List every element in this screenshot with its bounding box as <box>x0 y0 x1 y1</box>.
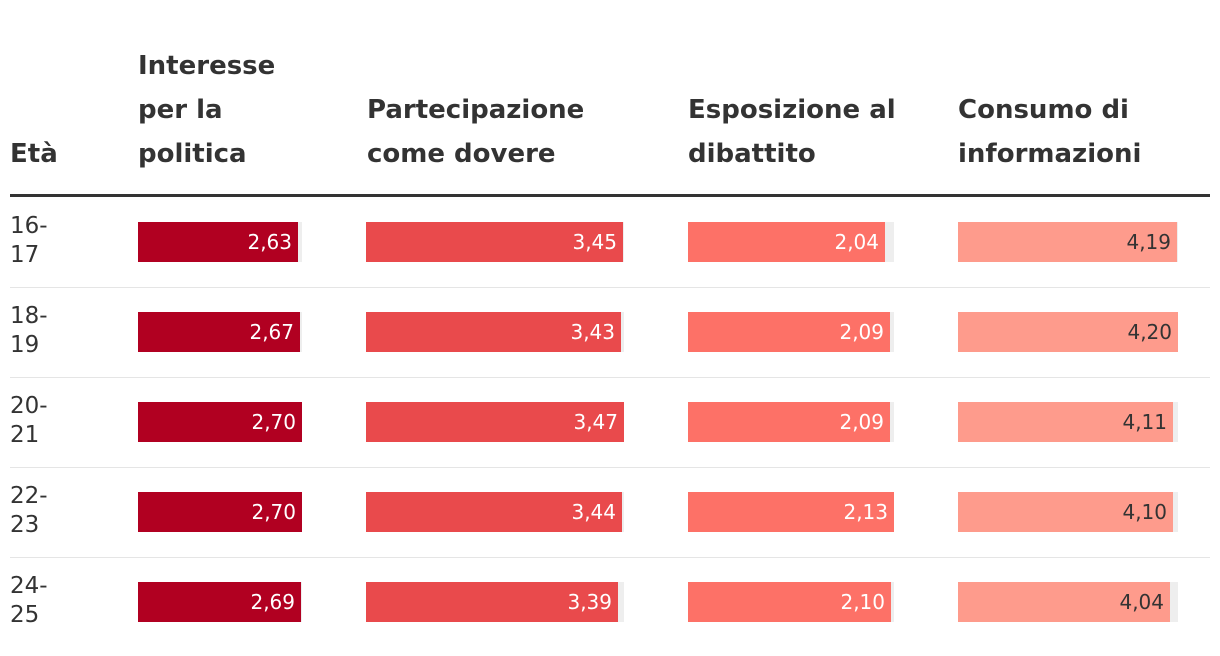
bar-track: 2,13 <box>688 492 894 532</box>
bar-value-label: 2,69 <box>250 590 295 614</box>
bar-track: 3,47 <box>366 402 624 442</box>
bar: 3,47 <box>366 402 624 442</box>
bar-value-label: 2,09 <box>839 320 884 344</box>
bar-value-label: 2,10 <box>840 590 885 614</box>
bar-track: 2,09 <box>688 312 894 352</box>
bar-value-label: 2,04 <box>834 230 879 254</box>
bar-track: 2,10 <box>688 582 894 622</box>
bar-value-label: 4,11 <box>1122 410 1167 434</box>
bar-value-label: 2,67 <box>249 320 294 344</box>
bar-track: 2,70 <box>138 492 302 532</box>
bar-value-label: 3,44 <box>571 500 616 524</box>
bar-track: 2,09 <box>688 402 894 442</box>
bar-value-label: 2,70 <box>251 500 296 524</box>
bar: 2,10 <box>688 582 891 622</box>
bar: 4,20 <box>958 312 1178 352</box>
bar-track: 2,70 <box>138 402 302 442</box>
bar-track: 2,67 <box>138 312 302 352</box>
bar-track: 3,44 <box>366 492 624 532</box>
bar-value-label: 2,09 <box>839 410 884 434</box>
age-label: 22- 23 <box>10 483 48 538</box>
bar-value-label: 4,04 <box>1119 590 1164 614</box>
age-label: 20- 21 <box>10 393 48 448</box>
row-divider <box>10 557 1210 558</box>
bar: 2,69 <box>138 582 301 622</box>
bar-value-label: 4,19 <box>1126 230 1171 254</box>
bar-track: 3,43 <box>366 312 624 352</box>
bar-track: 4,20 <box>958 312 1178 352</box>
bar: 2,13 <box>688 492 894 532</box>
bar-value-label: 3,47 <box>573 410 618 434</box>
header-partecipazione-dovere: Partecipazione come dovere <box>367 95 585 169</box>
age-label: 16- 17 <box>10 213 48 268</box>
bar-track: 2,04 <box>688 222 894 262</box>
header-esposizione-dibattito: Esposizione al dibattito <box>688 95 896 169</box>
bar-value-label: 4,20 <box>1127 320 1172 344</box>
bar-track: 2,63 <box>138 222 302 262</box>
bar: 2,04 <box>688 222 885 262</box>
bar: 2,63 <box>138 222 298 262</box>
row-divider <box>10 467 1210 468</box>
header-divider <box>10 194 1210 197</box>
bar-track: 3,39 <box>366 582 624 622</box>
bar-value-label: 3,45 <box>572 230 617 254</box>
bar-track: 4,10 <box>958 492 1178 532</box>
bar: 2,70 <box>138 492 302 532</box>
row-divider <box>10 287 1210 288</box>
bar-value-label: 3,39 <box>567 590 612 614</box>
bar-track: 3,45 <box>366 222 624 262</box>
bar-value-label: 4,10 <box>1122 500 1167 524</box>
bar: 4,11 <box>958 402 1173 442</box>
bar-value-label: 2,70 <box>251 410 296 434</box>
bar: 4,10 <box>958 492 1173 532</box>
bar: 3,45 <box>366 222 623 262</box>
bar-value-label: 2,13 <box>843 500 888 524</box>
header-eta: Età <box>10 139 58 169</box>
row-divider <box>10 377 1210 378</box>
bar-track: 4,04 <box>958 582 1178 622</box>
bar: 4,19 <box>958 222 1177 262</box>
bar: 2,67 <box>138 312 300 352</box>
bar-value-label: 2,63 <box>247 230 292 254</box>
bar-track: 2,69 <box>138 582 302 622</box>
bar-track: 4,19 <box>958 222 1178 262</box>
bar-track: 4,11 <box>958 402 1178 442</box>
bar: 2,09 <box>688 312 890 352</box>
bar: 4,04 <box>958 582 1170 622</box>
age-label: 24- 25 <box>10 573 48 628</box>
bar: 2,09 <box>688 402 890 442</box>
bar: 3,43 <box>366 312 621 352</box>
bar-value-label: 3,43 <box>570 320 615 344</box>
header-interesse-politica: Interesse per la politica <box>138 51 276 169</box>
header-consumo-informazioni: Consumo di informazioni <box>958 95 1142 169</box>
bar: 3,44 <box>366 492 622 532</box>
age-label: 18- 19 <box>10 303 48 358</box>
bar: 3,39 <box>366 582 618 622</box>
bar: 2,70 <box>138 402 302 442</box>
